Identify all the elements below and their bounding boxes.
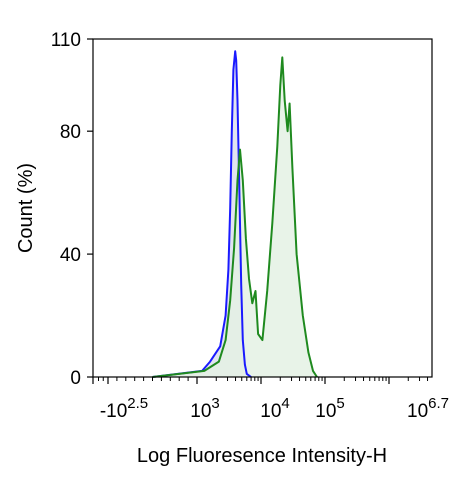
y-tick-label: 0 xyxy=(70,368,81,389)
x-tick-label: 105 xyxy=(315,395,344,422)
series-2-line xyxy=(152,56,318,378)
x-axis-ticks: -102.5 103 104 105 106.7 xyxy=(92,377,449,422)
x-tick-label: -102.5 xyxy=(100,395,148,422)
series-2-area xyxy=(152,57,317,378)
x-axis-title: Log Fluoresence Intensity-H xyxy=(137,445,387,467)
x-tick-label: 103 xyxy=(190,395,219,422)
series-fills xyxy=(152,51,317,378)
y-tick-label: 110 xyxy=(51,30,81,51)
y-tick-label: 40 xyxy=(60,245,81,266)
y-axis-title: Count (%) xyxy=(15,163,37,253)
x-tick-label: 104 xyxy=(260,395,289,422)
series-lines xyxy=(152,50,318,378)
x-tick-label: 106.7 xyxy=(407,395,449,422)
plot-frame xyxy=(92,38,433,378)
series-1-line xyxy=(152,50,252,378)
y-axis-ticks: 0 40 80 110 xyxy=(51,30,93,389)
y-tick-label: 80 xyxy=(60,122,81,143)
